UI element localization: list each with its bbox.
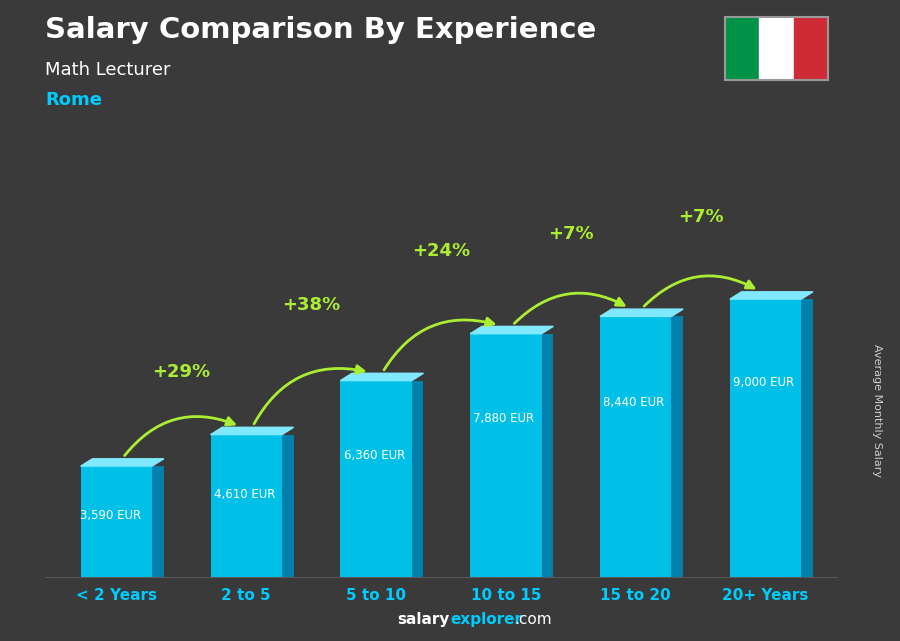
Polygon shape <box>600 309 683 317</box>
Polygon shape <box>340 373 424 381</box>
Text: 6,360 EUR: 6,360 EUR <box>344 449 405 462</box>
Polygon shape <box>211 428 293 435</box>
Text: 3,590 EUR: 3,590 EUR <box>80 510 141 522</box>
Bar <box>81 466 152 577</box>
Bar <box>671 317 683 577</box>
Text: +38%: +38% <box>282 296 340 314</box>
Bar <box>759 17 794 80</box>
Text: explorer: explorer <box>450 612 522 627</box>
Bar <box>794 17 828 80</box>
Bar <box>724 17 759 80</box>
Text: 4,610 EUR: 4,610 EUR <box>214 488 275 501</box>
Bar <box>801 299 813 577</box>
Bar <box>152 466 164 577</box>
Bar <box>542 334 554 577</box>
Bar <box>211 435 282 577</box>
Text: +7%: +7% <box>678 208 724 226</box>
Bar <box>412 381 424 577</box>
Text: Salary Comparison By Experience: Salary Comparison By Experience <box>45 16 596 44</box>
Text: 9,000 EUR: 9,000 EUR <box>734 376 795 389</box>
Text: +7%: +7% <box>548 225 594 243</box>
Text: Math Lecturer: Math Lecturer <box>45 61 170 79</box>
Polygon shape <box>470 326 554 334</box>
Polygon shape <box>730 292 813 299</box>
Polygon shape <box>81 459 164 466</box>
Text: .com: .com <box>515 612 553 627</box>
Bar <box>470 334 542 577</box>
Bar <box>730 299 801 577</box>
Text: Rome: Rome <box>45 91 102 109</box>
Bar <box>340 381 412 577</box>
Bar <box>282 435 293 577</box>
Text: +24%: +24% <box>412 242 470 260</box>
Bar <box>600 317 671 577</box>
Text: +29%: +29% <box>152 363 211 381</box>
Text: salary: salary <box>398 612 450 627</box>
Text: 8,440 EUR: 8,440 EUR <box>603 396 664 409</box>
Text: 7,880 EUR: 7,880 EUR <box>473 412 535 426</box>
Text: Average Monthly Salary: Average Monthly Salary <box>872 344 883 477</box>
